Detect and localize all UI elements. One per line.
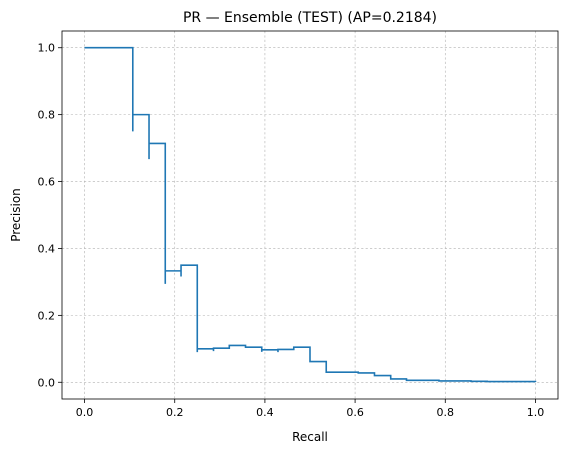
x-axis-ticks: 0.0 0.2 0.4 0.6 0.8 1.0: [76, 399, 544, 419]
x-tick-label: 1.0: [527, 406, 545, 419]
x-axis-label: Recall: [292, 430, 328, 444]
x-tick-label: 0.6: [346, 406, 364, 419]
y-axis-ticks: 0.0 0.2 0.4 0.6 0.8 1.0: [38, 42, 62, 389]
y-tick-label: 0.0: [38, 376, 56, 389]
y-tick-label: 0.4: [38, 242, 56, 255]
x-tick-label: 0.4: [256, 406, 274, 419]
y-tick-label: 0.8: [38, 109, 56, 122]
x-tick-label: 0.0: [76, 406, 94, 419]
x-tick-label: 0.2: [166, 406, 184, 419]
y-tick-label: 1.0: [38, 42, 56, 55]
y-tick-label: 0.6: [38, 176, 56, 189]
grid: [62, 31, 558, 399]
x-tick-label: 0.8: [437, 406, 455, 419]
chart-title: PR — Ensemble (TEST) (AP=0.2184): [183, 10, 437, 26]
y-axis-label: Precision: [9, 188, 23, 242]
y-tick-label: 0.2: [38, 309, 56, 322]
plot-frame: [61, 30, 559, 400]
